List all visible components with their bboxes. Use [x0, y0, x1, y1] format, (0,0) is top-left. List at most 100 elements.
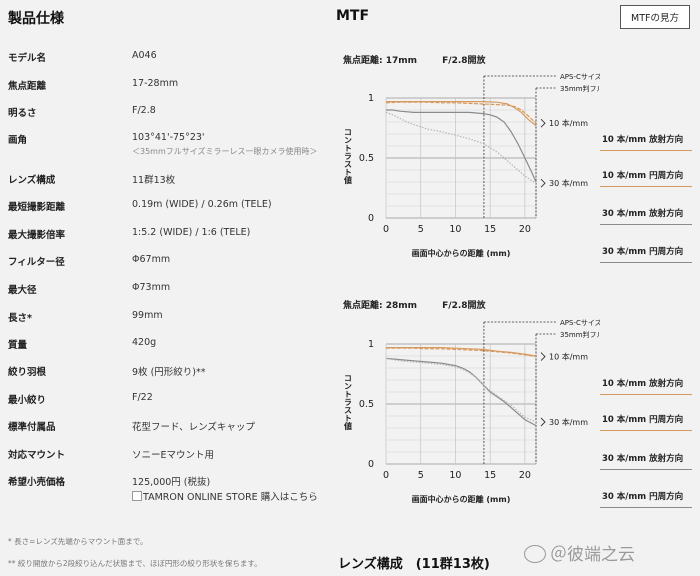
spec-value: 9枚 (円形絞り)** — [132, 367, 206, 378]
legend1-10-meridional: 10 本/mm 円周方向 — [600, 169, 692, 187]
guide-label: APS-Cサイズ — [560, 72, 600, 81]
mtf-chart-28mm: 0 5 10 15 20 1 0.5 0 画面中心からの距離 (mm) コントラスト値 APS-Cサ… — [344, 318, 601, 504]
x-tick-label: 15 — [484, 470, 496, 481]
chevron-right-icon — [540, 352, 546, 361]
spec-value: A046 — [132, 50, 157, 61]
legend2-10-meridional: 10 本/mm 円周方向 — [600, 413, 692, 431]
x-tick-label: 0 — [383, 224, 389, 235]
spec-value: 11群13枚 — [132, 175, 176, 186]
spec-label: 明るさ — [8, 108, 37, 119]
y-axis-label: コントラスト値 — [344, 374, 353, 431]
spec-label: 希望小売価格 — [8, 477, 66, 488]
mtf-series-line — [386, 347, 537, 358]
chart1-header: 焦点距離: 17mm F/2.8開放 — [343, 53, 486, 66]
x-tick-label: 20 — [519, 470, 531, 481]
chart2-aperture-label: F/2.8開放 — [442, 301, 486, 311]
y-tick-label: 1 — [368, 93, 374, 104]
chart1-focal-label: 焦点距離: 17mm — [343, 56, 418, 66]
chevron-right-icon — [540, 178, 546, 188]
legend1-10-sagittal: 10 本/mm 放射方向 — [600, 133, 692, 151]
spec-label: フィルター径 — [8, 257, 65, 268]
mtf-series-line — [386, 109, 537, 183]
y-tick-label: 0.5 — [359, 153, 374, 164]
spec-label: 最大撮影倍率 — [8, 230, 66, 241]
x-tick-label: 10 — [449, 224, 461, 235]
mtf-title: MTF — [336, 8, 370, 24]
spec-value: F/22 — [132, 392, 153, 403]
spec-label: 最大径 — [8, 285, 37, 296]
spec-value: 420g — [132, 337, 157, 348]
footnote-length: * 長さ=レンズ先端からマウント面まで。 — [8, 537, 148, 546]
spec-label: 最小絞り — [8, 395, 47, 406]
store-link[interactable]: TAMRON ONLINE STORE 購入はこちら — [132, 489, 318, 503]
spec-value: 125,000円 (税抜) — [132, 477, 211, 488]
spec-label: モデル名 — [8, 53, 47, 64]
watermark-text: ＠彼端之云 — [550, 545, 635, 565]
x-axis-label: 画面中心からの距離 (mm) — [412, 494, 511, 504]
mtf-series-line — [385, 357, 537, 423]
legend1-30-sagittal: 30 本/mm 放射方向 — [600, 207, 692, 225]
guide-label: 35mm判フルサイズ — [560, 330, 600, 339]
mtf-series-line — [385, 111, 537, 184]
chart1-aperture-label: F/2.8開放 — [442, 56, 486, 66]
spec-value: Φ67mm — [132, 254, 171, 265]
spec-label: 標準付属品 — [8, 422, 56, 433]
footnote-aperture: ** 絞り開放から2段絞り込んだ状態まで、ほぼ円形の絞り形状を保ちます。 — [8, 559, 262, 568]
spec-value: 99mm — [132, 310, 163, 321]
spec-sub-note: ＜35mmフルサイズミラーレス一眼カメラ使用時＞ — [132, 147, 318, 156]
store-image-icon — [132, 491, 142, 501]
chart2-header: 焦点距離: 28mm F/2.8開放 — [343, 298, 486, 311]
y-tick-label: 0.5 — [359, 399, 374, 410]
legend2-30-meridional: 30 本/mm 円周方向 — [600, 490, 692, 508]
side-label-10lp: 10 本/mm — [549, 118, 588, 128]
x-axis-label: 画面中心からの距離 (mm) — [412, 248, 511, 258]
side-label-30lp: 30 本/mm — [549, 178, 588, 188]
mtf-howto-button[interactable]: MTFの見方 — [620, 5, 690, 29]
spec-title: 製品仕様 — [8, 11, 64, 27]
spec-value: ソニーEマウント用 — [132, 450, 215, 461]
spec-value: 103°41'-75°23' — [132, 132, 205, 143]
legend1-30-meridional: 30 本/mm 円周方向 — [600, 245, 692, 263]
spec-label: 焦点距離 — [8, 81, 47, 92]
x-tick-label: 10 — [449, 470, 461, 481]
guide-label: APS-Cサイズ — [560, 318, 600, 327]
spec-value: Φ73mm — [132, 282, 171, 293]
mtf-series-line — [385, 101, 537, 124]
spec-value: 0.19m (WIDE) / 0.26m (TELE) — [132, 199, 272, 210]
weibo-logo-icon — [524, 545, 546, 563]
side-label-30lp: 30 本/mm — [549, 417, 588, 427]
side-label-10lp: 10 本/mm — [549, 352, 588, 362]
spec-value: 花型フード、レンズキャップ — [132, 422, 255, 433]
spec-label: 絞り羽根 — [8, 367, 47, 378]
spec-label: 長さ* — [8, 313, 32, 324]
mtf-series-line — [386, 346, 537, 357]
x-tick-label: 5 — [418, 470, 424, 481]
spec-value: F/2.8 — [132, 105, 156, 116]
store-link-text[interactable]: 購入はこちら — [260, 492, 318, 503]
x-tick-label: 0 — [383, 470, 389, 481]
spec-value: 17-28mm — [132, 78, 179, 89]
x-tick-label: 5 — [418, 224, 424, 235]
y-tick-label: 1 — [368, 339, 374, 350]
chevron-right-icon — [540, 118, 546, 128]
spec-label: レンズ構成 — [8, 175, 56, 186]
y-axis-label: コントラスト値 — [344, 128, 353, 185]
y-tick-label: 0 — [368, 459, 374, 470]
spec-label: 質量 — [8, 340, 28, 351]
chevron-right-icon — [540, 417, 546, 427]
spec-value: 1:5.2 (WIDE) / 1:6 (TELE) — [132, 227, 251, 238]
store-image-alt[interactable]: TAMRON ONLINE STORE — [143, 492, 258, 503]
mtf-series-line — [386, 100, 537, 127]
legend2-10-sagittal: 10 本/mm 放射方向 — [600, 377, 692, 395]
legend2-30-sagittal: 30 本/mm 放射方向 — [600, 452, 692, 470]
x-tick-label: 20 — [519, 224, 531, 235]
x-tick-label: 15 — [484, 224, 496, 235]
y-tick-label: 0 — [368, 213, 374, 224]
guide-label: 35mm判フルサイズ — [560, 84, 600, 93]
lens-construction-title: レンズ構成 (11群13枚) — [338, 557, 490, 572]
chart2-focal-label: 焦点距離: 28mm — [343, 301, 418, 311]
spec-label: 画角 — [8, 135, 28, 146]
spec-label: 最短撮影距離 — [8, 202, 66, 213]
watermark: ＠彼端之云 — [524, 540, 635, 565]
